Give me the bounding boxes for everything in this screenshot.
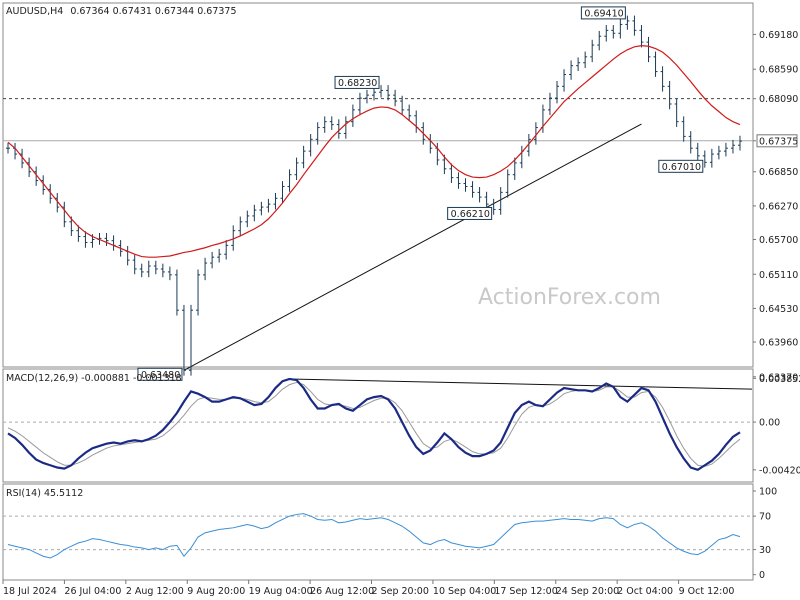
x-axis-label: 26 Jul 04:00: [64, 586, 121, 597]
price-layer: 0.69410 0.68230 0.66210 0.63480 0.67010: [3, 6, 753, 381]
symbol-label: AUDUSD,H4: [6, 6, 63, 17]
watermark: ActionForex.com: [478, 285, 661, 310]
price-panel-label: AUDUSD,H4 0.67364 0.67431 0.67344 0.6737…: [6, 6, 237, 17]
rsi-panel-label: RSI(14) 45.5112: [6, 488, 83, 499]
rsi-axis-label: 70: [759, 512, 771, 523]
macd-axis-label: 0.00: [759, 418, 780, 429]
macd-trendline: [289, 378, 753, 390]
price-annotation-box: [658, 159, 704, 173]
price-annotation-label: 0.63480: [141, 370, 180, 381]
price-annotation-label: 0.67010: [662, 162, 701, 173]
price-axis-label: 0.65110: [759, 270, 798, 281]
rsi-line: [7, 513, 741, 559]
price-annotation-label: 0.68230: [338, 78, 377, 89]
macd-panel: [2, 368, 754, 483]
x-axis-label: 18 Jul 2024: [3, 586, 57, 597]
price-axis-label: 0.63960: [759, 338, 798, 349]
price-annotation-label: 0.69410: [584, 8, 623, 19]
price-axis-label: 0.64530: [759, 304, 798, 315]
price-annotation-box: [447, 206, 493, 220]
price-panel: [2, 2, 754, 368]
x-axis-label: 9 Oct 12:00: [679, 586, 735, 597]
macd-line: [7, 377, 741, 471]
ohlc-label: 0.67364 0.67431 0.67344 0.67375: [70, 6, 236, 17]
price-axis-label: 0.68590: [759, 65, 798, 76]
macd-axis-label: 0.003852: [759, 374, 800, 385]
price-axis-label: 0.69180: [759, 30, 798, 41]
price-axis-label: 0.68090: [759, 94, 798, 105]
rsi-panel: [2, 483, 754, 581]
rsi-axis-label: 0: [759, 570, 765, 581]
x-axis-label: 17 Sep 12:00: [494, 586, 557, 597]
axis-layer: 0.69180 0.68590 0.68090 0.67375 0.66850 0.662…: [2, 30, 800, 597]
price-axis-label: 0.65700: [759, 235, 798, 246]
x-axis-label: 26 Aug 12:00: [310, 586, 374, 597]
price-axis-marker: [756, 134, 798, 148]
x-axis-label: 2 Sep 20:00: [372, 586, 429, 597]
rsi-layer: [3, 513, 753, 559]
rsi-axis-label: 100: [759, 487, 777, 498]
macd-signal-line: [7, 381, 741, 467]
price-annotation-box: [334, 75, 380, 89]
price-axis-label: 0.66270: [759, 201, 798, 212]
price-axis-label: 0.67375: [759, 136, 798, 147]
macd-panel-label: MACD(12,26,9) -0.000881 -0.001318: [6, 373, 182, 384]
rsi-axis-label: 30: [759, 545, 771, 556]
price-annotation-label: 0.66210: [451, 209, 490, 220]
x-axis-label: 2 Aug 12:00: [126, 586, 184, 597]
price-axis-label: 0.63370: [759, 372, 798, 383]
x-axis-label: 10 Sep 04:00: [433, 586, 496, 597]
price-axis-label: 0.66850: [759, 167, 798, 178]
moving-average-line: [7, 45, 741, 258]
price-axis-marker: [756, 92, 798, 106]
support-trendline: [183, 123, 642, 371]
macd-layer: [3, 377, 753, 471]
x-axis-label: 9 Aug 20:00: [187, 586, 245, 597]
x-axis-label: 24 Sep 20:00: [556, 586, 619, 597]
x-axis-label: 2 Oct 04:00: [617, 586, 673, 597]
price-annotation-box: [137, 367, 183, 381]
macd-axis-label: -0.004204: [759, 465, 800, 476]
x-axis-label: 19 Aug 04:00: [249, 586, 313, 597]
price-annotation-box: [580, 6, 626, 20]
